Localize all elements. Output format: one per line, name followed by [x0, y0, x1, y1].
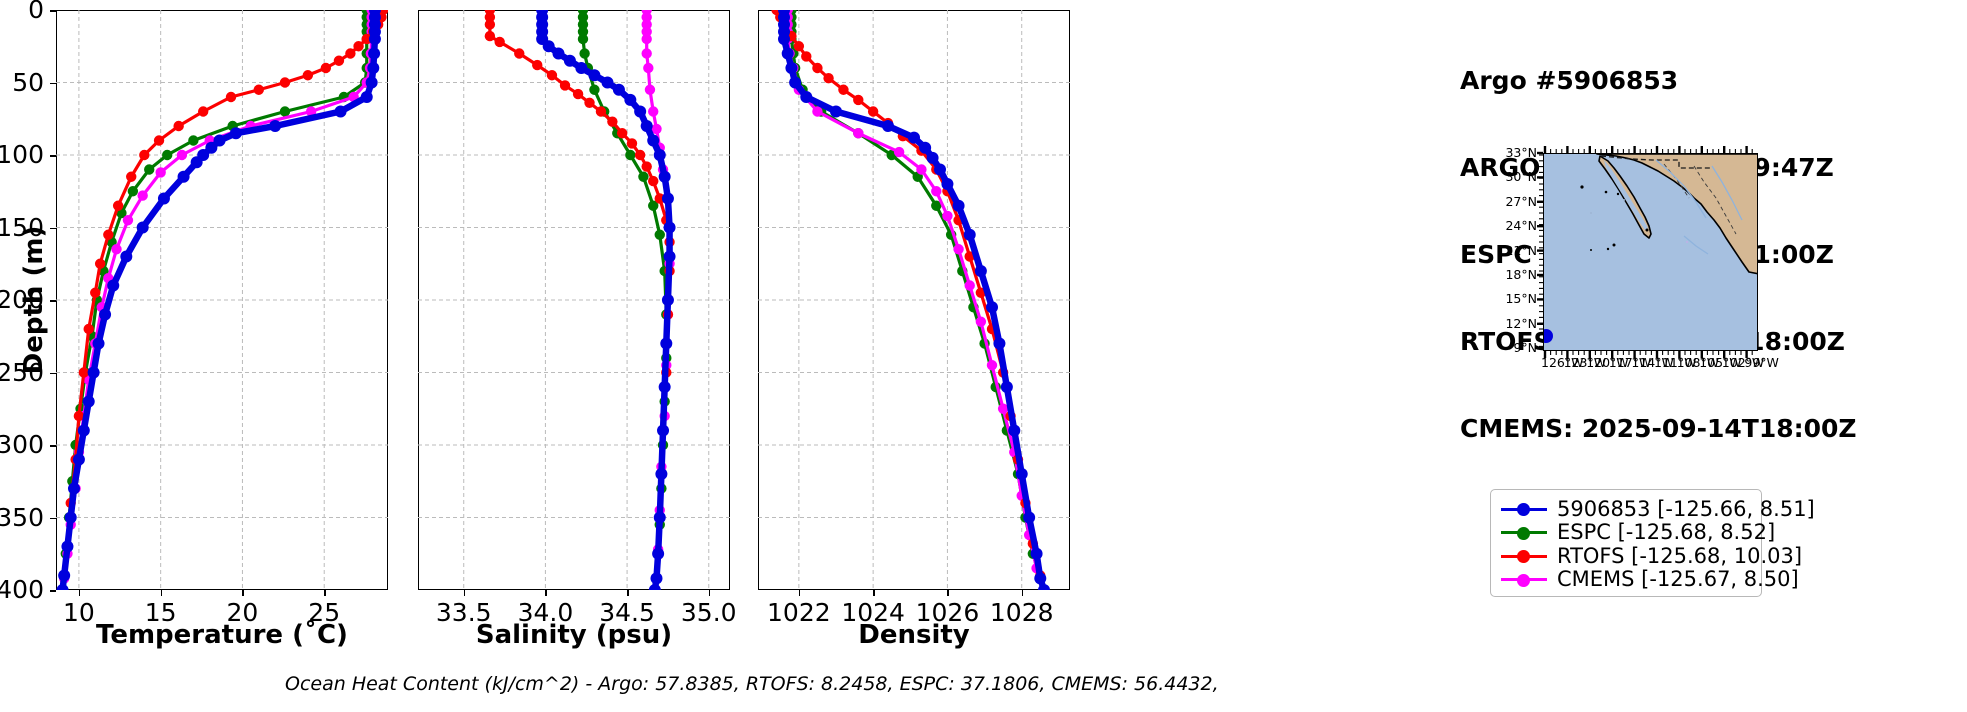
- legend-label-argo: 5906853 [-125.66, 8.51]: [1557, 496, 1815, 521]
- x-tick-label: 15: [144, 598, 177, 627]
- x-tick-mark: [1021, 590, 1024, 596]
- y-tick-label: 0: [28, 0, 44, 24]
- map-lon-label: 105°W: [1699, 355, 1742, 370]
- map-lat-label: 18°N: [1505, 267, 1537, 282]
- map-lat-label: 33°N: [1505, 145, 1537, 160]
- x-tick-mark: [160, 590, 163, 596]
- legend-marker-rtofs: [1517, 550, 1530, 564]
- location-map: 33°N 30°N 27°N 24°N 21°N 18°N 15°N 12°N 9°N 126°…: [1505, 145, 1778, 370]
- legend-marker-cmems: [1517, 573, 1530, 587]
- salinity-panel: [418, 10, 730, 590]
- legend-swatch-argo: [1501, 501, 1547, 517]
- map-lon-label: 117°W: [1608, 355, 1652, 370]
- temperature-panel: [56, 10, 388, 590]
- x-tick-label: 25: [308, 598, 341, 627]
- map-lat-label: 30°N: [1505, 169, 1537, 185]
- y-tick-mark: [50, 82, 56, 85]
- x-tick-mark: [708, 590, 711, 596]
- x-tick-mark: [463, 590, 466, 596]
- map-lon-label: 126°W: [1541, 355, 1584, 370]
- map-lon-label: 123°W: [1563, 355, 1607, 370]
- legend-label-rtofs: RTOFS [-125.68, 10.03]: [1557, 543, 1803, 568]
- map-geography: [1544, 154, 1757, 350]
- map-lat-label: 15°N: [1505, 291, 1537, 307]
- x-tick-label: 33.5: [435, 598, 492, 627]
- map-lat-label: 24°N: [1505, 218, 1537, 234]
- y-tick-label: 400: [0, 575, 44, 604]
- legend-item-rtofs[interactable]: RTOFS [-125.68, 10.03]: [1501, 544, 1802, 568]
- legend-swatch-rtofs: [1501, 548, 1547, 564]
- series-legend: 5906853 [-125.66, 8.51] ESPC [-125.68, 8…: [1490, 489, 1815, 597]
- density-axis-label: Density: [858, 620, 970, 650]
- header-line-argo-id: Argo #5906853: [1460, 66, 1679, 95]
- x-tick-label: 20: [226, 598, 259, 627]
- map-longitude-labels: 126°W 123°W 120°W 117°W 114°W 111°W 108°W 105°W…: [1535, 353, 1779, 375]
- map-lon-label: 114°W: [1631, 355, 1674, 370]
- density-panel: [758, 10, 1070, 590]
- x-tick-mark: [873, 590, 875, 596]
- map-lon-label: 99°W: [1744, 355, 1779, 370]
- legend-swatch-cmems: [1501, 571, 1547, 587]
- y-tick-mark: [50, 590, 56, 592]
- legend-label-cmems: CMEMS [-125.67, 8.50]: [1557, 567, 1799, 592]
- y-tick-label: 100: [0, 140, 44, 169]
- legend-marker-argo: [1517, 503, 1530, 517]
- x-tick-label: 1022: [767, 598, 831, 627]
- x-tick-label: 35.0: [680, 598, 737, 627]
- header-line-cmems-time: CMEMS: 2025-09-14T18:00Z: [1460, 414, 1857, 443]
- legend-swatch-espc: [1501, 524, 1547, 540]
- x-tick-mark: [627, 590, 629, 596]
- map-lon-label: 102°W: [1721, 355, 1765, 370]
- x-tick-mark: [798, 590, 801, 596]
- salinity-plot-canvas: [418, 10, 730, 590]
- ocean-heat-content-caption: Ocean Heat Content (kJ/cm^2) - Argo: 57.…: [285, 673, 1219, 695]
- y-tick-mark: [50, 227, 56, 230]
- y-tick-label: 250: [0, 357, 44, 387]
- map-frame: [1543, 153, 1758, 351]
- salinity-axis-label: Salinity (psu): [475, 620, 673, 650]
- x-tick-label: 34.5: [599, 598, 655, 627]
- y-tick-mark: [50, 517, 56, 520]
- density-plot-canvas: [758, 10, 1070, 590]
- map-lat-label: 27°N: [1505, 193, 1537, 209]
- x-tick-label: 10: [62, 598, 95, 627]
- y-tick-mark: [50, 300, 56, 302]
- map-lon-label: 111°W: [1654, 355, 1697, 370]
- x-tick-mark: [242, 590, 245, 596]
- y-tick-mark: [50, 445, 56, 447]
- x-tick-mark: [324, 590, 326, 596]
- x-tick-mark: [78, 590, 81, 596]
- x-tick-label: 1028: [989, 598, 1054, 627]
- temperature-axis-label: Temperature (˚C): [96, 620, 348, 650]
- legend-item-espc[interactable]: ESPC [-125.68, 8.52]: [1501, 520, 1775, 544]
- y-tick-mark: [50, 155, 56, 157]
- y-tick-label: 150: [0, 212, 44, 242]
- y-tick-label: 50: [12, 67, 44, 97]
- temperature-plot-canvas: [56, 10, 388, 590]
- x-tick-mark: [947, 590, 950, 596]
- x-tick-label: 1024: [841, 598, 905, 627]
- legend-item-argo[interactable]: 5906853 [-125.66, 8.51]: [1501, 497, 1815, 521]
- x-tick-label: 1026: [915, 598, 980, 627]
- legend-marker-espc: [1517, 526, 1530, 540]
- float-position-marker: [1544, 329, 1553, 343]
- map-lat-label: 9°N: [1513, 340, 1537, 356]
- y-tick-mark: [50, 10, 56, 12]
- x-tick-label: 34.0: [517, 598, 574, 627]
- map-lat-label: 12°N: [1505, 315, 1537, 331]
- legend-label-espc: ESPC [-125.68, 8.52]: [1557, 520, 1776, 545]
- legend-item-cmems[interactable]: CMEMS [-125.67, 8.50]: [1501, 567, 1799, 591]
- map-lat-label: 21°N: [1505, 242, 1537, 258]
- y-tick-label: 200: [0, 285, 44, 314]
- y-tick-label: 300: [0, 430, 44, 459]
- x-tick-mark: [545, 590, 547, 596]
- y-tick-mark: [50, 372, 56, 375]
- y-tick-label: 350: [0, 502, 44, 532]
- map-lon-label: 120°W: [1586, 355, 1629, 370]
- map-lon-label: 108°W: [1676, 355, 1720, 370]
